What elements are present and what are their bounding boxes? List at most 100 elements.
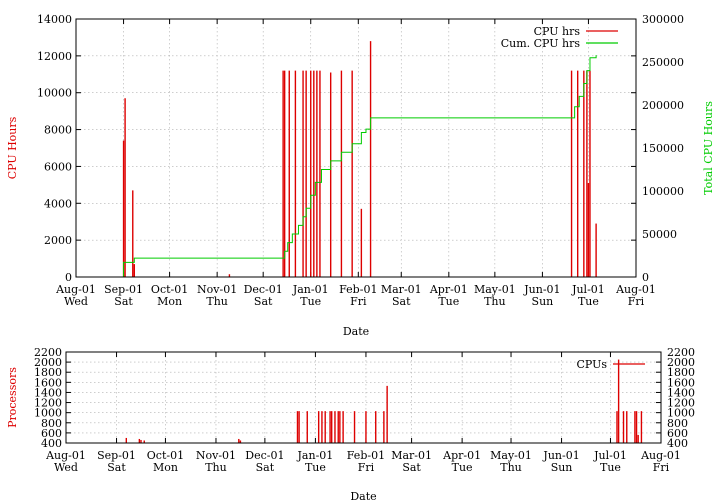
panel1-x-tick-label: Mar-01	[391, 449, 432, 462]
panel0-y2-tick-label: 150000	[642, 142, 684, 155]
panel1-x-tick-label: Aug-01	[640, 449, 681, 462]
panel0-x-axis-title: Date	[343, 325, 369, 338]
panel0-plot-frame	[75, 18, 637, 278]
panel0-x-tick-weekday: Sun	[532, 295, 554, 308]
panel0-y-tick-label: 4000	[44, 197, 72, 210]
panel1-x-tick-label: Feb-01	[347, 449, 385, 462]
panel1-x-tick-weekday: Tue	[452, 461, 473, 474]
panel1-x-tick-label: Nov-01	[196, 449, 236, 462]
panel1-x-tick-label: May-01	[490, 449, 532, 462]
panel0-legend-label-1: Cum. CPU hrs	[501, 37, 581, 50]
panel1-y-tick-label: 1400	[34, 386, 62, 399]
panel0-x-tick-label: Apr-01	[429, 283, 468, 296]
panel0-x-tick-weekday: Wed	[64, 295, 88, 308]
panel0-y2-tick-label: 250000	[642, 56, 684, 69]
panel0-y-tick-label: 0	[65, 271, 72, 284]
panel0-x-tick-label: Aug-01	[615, 283, 656, 296]
panel0-x-tick-label: Nov-01	[197, 283, 237, 296]
panel1-y-tick-label: 400	[41, 437, 62, 450]
panel1-x-tick-weekday: Sat	[256, 461, 275, 474]
panel1-x-tick-weekday: Wed	[54, 461, 78, 474]
panel0-x-tick-weekday: Fri	[628, 295, 645, 308]
panel0-y-tick-label: 6000	[44, 160, 72, 173]
panel1-x-tick-label: Aug-01	[45, 449, 86, 462]
panel1-y2-tick-label: 1200	[667, 397, 695, 410]
panel1-y-tick-label: 600	[41, 427, 62, 440]
panel1-x-tick-weekday: Fri	[358, 461, 375, 474]
panel1-y-tick-label: 1000	[34, 407, 62, 420]
panel1-y2-tick-label: 800	[667, 417, 688, 430]
panel0-x-tick-label: Feb-01	[339, 283, 377, 296]
panel0-x-tick-label: Aug-01	[55, 283, 96, 296]
panel1-y-tick-label: 1600	[34, 376, 62, 389]
panel0-y2-tick-label: 200000	[642, 99, 684, 112]
panel0-y-tick-label: 14000	[37, 13, 72, 26]
panel1-y2-tick-label: 2000	[667, 356, 695, 369]
panel0-x-tick-weekday: Sat	[114, 295, 133, 308]
panel1-x-tick-label: Apr-01	[442, 449, 481, 462]
panel0-x-tick-label: Jun-01	[523, 283, 560, 296]
panel1-legend-label-0: CPUs	[576, 358, 607, 371]
panel0-y2-tick-label: 0	[642, 271, 649, 284]
panel1-x-tick-weekday: Mon	[153, 461, 178, 474]
panel1-x-tick-weekday: Tue	[600, 461, 621, 474]
panel1-plot-frame	[65, 351, 662, 444]
panel1-y2-tick-label: 2200	[667, 346, 695, 359]
panel0-x-tick-weekday: Tue	[578, 295, 599, 308]
panel1-x-tick-label: Jan-01	[297, 449, 334, 462]
panel0-x-tick-label: Oct-01	[151, 283, 188, 296]
panel1-y2-tick-label: 1400	[667, 386, 695, 399]
panel1-y2-tick-label: 1800	[667, 366, 695, 379]
panel1-y-axis-title: Processors	[6, 367, 19, 428]
panel1-x-tick-weekday: Thu	[205, 461, 227, 474]
panel1-y-tick-label: 2200	[34, 346, 62, 359]
panel0-x-tick-weekday: Thu	[484, 295, 506, 308]
panel1-x-axis-title: Date	[350, 490, 376, 503]
panel1-y-tick-label: 1200	[34, 397, 62, 410]
panel0-x-tick-weekday: Mon	[157, 295, 182, 308]
panel1-y-tick-label: 1800	[34, 366, 62, 379]
panel1-y2-tick-label: 600	[667, 427, 688, 440]
panel1-y2-tick-label: 1600	[667, 376, 695, 389]
panel1-x-tick-label: Oct-01	[147, 449, 184, 462]
panel1-x-tick-weekday: Tue	[305, 461, 326, 474]
panel1-y2-tick-label: 1000	[667, 407, 695, 420]
panel0-x-tick-label: Jul-01	[571, 283, 605, 296]
panel0-x-tick-weekday: Tue	[300, 295, 321, 308]
panel0-y-axis-title: CPU Hours	[6, 116, 19, 179]
panel0-x-tick-weekday: Thu	[206, 295, 228, 308]
panel1-x-tick-weekday: Thu	[500, 461, 522, 474]
panel0-x-tick-weekday: Tue	[438, 295, 459, 308]
panel1-x-tick-label: Dec-01	[245, 449, 284, 462]
panel0-y2-axis-title: Total CPU Hours	[702, 101, 715, 195]
panel1-x-tick-weekday: Fri	[653, 461, 670, 474]
panel0-x-tick-label: May-01	[474, 283, 516, 296]
panel1-x-tick-weekday: Sun	[551, 461, 573, 474]
panel1-x-tick-label: Jun-01	[542, 449, 579, 462]
panel0-y2-tick-label: 50000	[642, 228, 677, 241]
panel0-x-tick-label: Mar-01	[381, 283, 422, 296]
panel0-x-tick-weekday: Fri	[350, 295, 367, 308]
panel0-x-tick-label: Jan-01	[292, 283, 329, 296]
panel1-y-tick-label: 2000	[34, 356, 62, 369]
panel0-y-tick-label: 2000	[44, 234, 72, 247]
panel0-y-tick-label: 10000	[37, 87, 72, 100]
panel0-y2-tick-label: 300000	[642, 13, 684, 26]
panel0-y2-tick-label: 100000	[642, 185, 684, 198]
panel1-x-tick-label: Sep-01	[97, 449, 136, 462]
panel0-y-tick-label: 12000	[37, 50, 72, 63]
panel0-y-tick-label: 8000	[44, 124, 72, 137]
panel0-cumulative-line	[123, 55, 597, 277]
panel1-x-tick-label: Jul-01	[593, 449, 627, 462]
panel1-y-tick-label: 800	[41, 417, 62, 430]
panel0-x-tick-label: Dec-01	[244, 283, 283, 296]
panel1-x-tick-weekday: Sat	[107, 461, 126, 474]
panel0-x-tick-weekday: Sat	[392, 295, 411, 308]
panel1-x-tick-weekday: Sat	[402, 461, 421, 474]
panel0-x-tick-weekday: Sat	[254, 295, 273, 308]
panel0-x-tick-label: Sep-01	[104, 283, 143, 296]
panel1-y2-tick-label: 400	[667, 437, 688, 450]
panel0-legend-label-0: CPU hrs	[534, 25, 581, 38]
